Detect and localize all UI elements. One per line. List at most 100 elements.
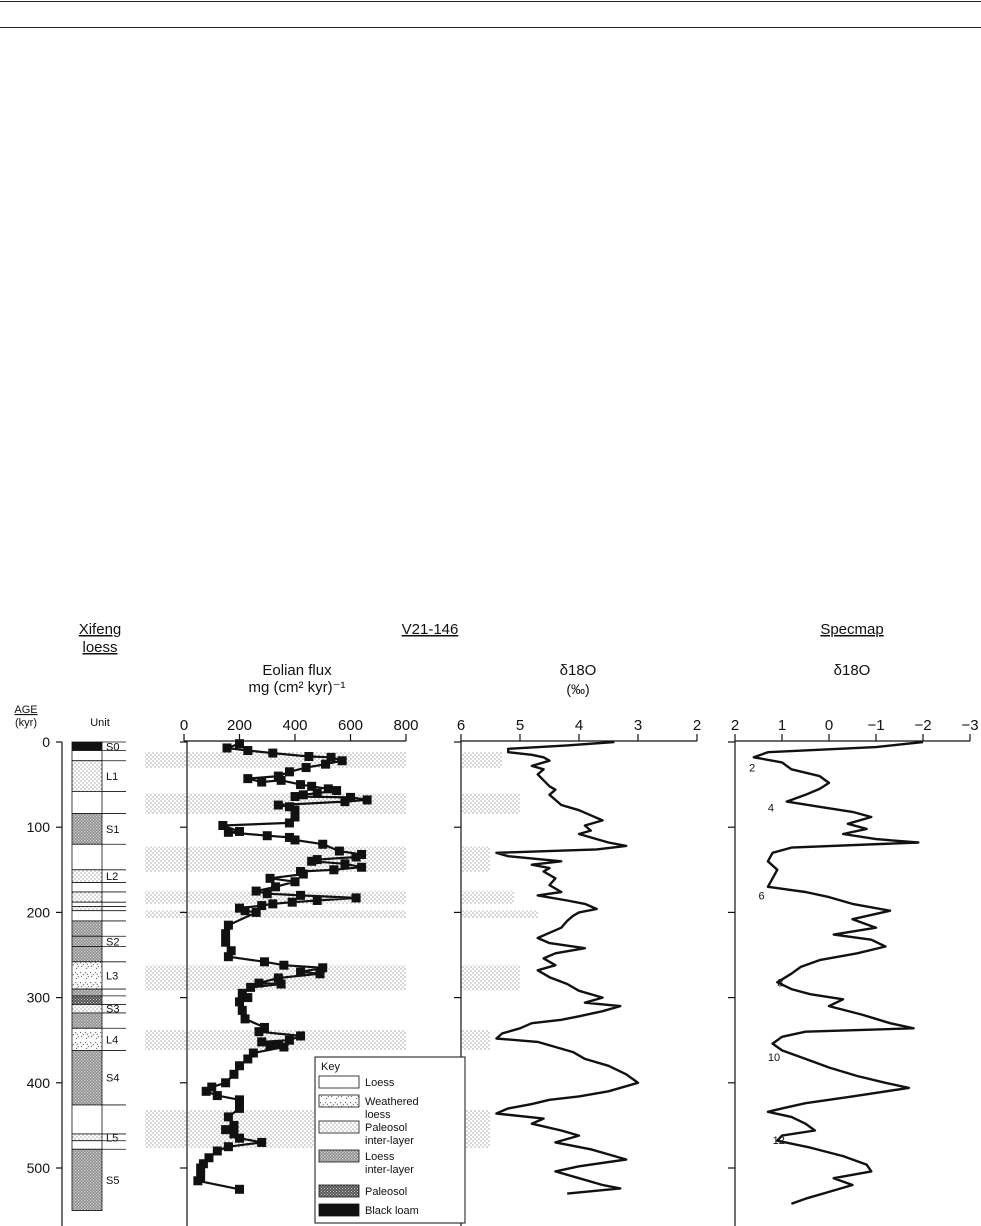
x-tick-label: 5: [516, 717, 524, 734]
data-point: [257, 901, 267, 911]
eolian-flux-panel: 0 200 400 600 800: [180, 717, 419, 1226]
data-point: [196, 1163, 206, 1173]
data-point: [357, 862, 367, 872]
strat-unit-paleo_inter: [71, 869, 103, 883]
data-point: [273, 973, 283, 983]
strat-unit-paleo_inter: [71, 1004, 103, 1014]
strat-unit-loess: [71, 1140, 103, 1150]
data-point: [287, 897, 297, 907]
x-tick-label: 0: [825, 717, 833, 734]
data-point: [318, 963, 328, 973]
legend-label: Black loam: [365, 1205, 419, 1217]
data-point: [235, 903, 244, 913]
legend-label: Paleosol: [365, 1186, 407, 1198]
data-point: [235, 997, 244, 1007]
data-point: [207, 1082, 217, 1092]
data-point: [248, 1048, 258, 1058]
data-point: [276, 775, 286, 785]
data-point: [290, 877, 300, 887]
x-tick-label: 6: [457, 717, 465, 734]
flux-band: [145, 891, 406, 904]
data-point: [284, 818, 294, 828]
legend-key: KeyLoessWeatheredloessPaleosolinter-laye…: [314, 1056, 466, 1224]
age-tick-label: 0: [42, 734, 50, 750]
data-point: [212, 1146, 222, 1156]
data-point: [318, 839, 328, 849]
legend-label: Paleosol: [365, 1122, 407, 1134]
strat-label: L1: [106, 771, 118, 783]
d18o-band: [461, 846, 491, 872]
data-point: [257, 1037, 267, 1047]
v21-title: V21-146: [402, 621, 459, 638]
v21-d18o-title: δ18O: [560, 662, 597, 679]
d18o-band: [461, 1029, 491, 1051]
data-point: [229, 1069, 239, 1079]
strat-unit-paleo_inter: [71, 760, 103, 792]
data-point: [279, 1042, 289, 1052]
data-point: [268, 899, 278, 909]
age-tick-label: 200: [27, 904, 51, 920]
data-point: [273, 1039, 283, 1049]
data-point: [296, 1031, 306, 1041]
data-point: [332, 786, 342, 796]
data-point: [340, 797, 350, 807]
strat-label: S1: [106, 824, 119, 836]
data-point: [284, 767, 294, 777]
strat-unit-loess: [71, 750, 103, 762]
flux-band: [145, 846, 406, 872]
data-point: [284, 802, 294, 812]
data-point: [312, 895, 322, 905]
legend-label: inter-layer: [365, 1164, 414, 1176]
data-point: [204, 1153, 214, 1163]
stage-label: 4: [768, 803, 774, 815]
data-point: [276, 979, 286, 989]
legend-swatch-black: [318, 1203, 360, 1217]
age-tick-label: 300: [27, 990, 51, 1006]
data-point: [307, 781, 317, 791]
data-point: [265, 873, 275, 883]
d18o-band: [461, 752, 503, 768]
data-point: [212, 1091, 222, 1101]
d18o-band: [461, 793, 520, 814]
x-tick-label: −2: [914, 717, 931, 734]
data-point: [193, 1176, 203, 1186]
strat-unit-paleo_inter: [71, 1133, 103, 1142]
data-point: [362, 795, 372, 805]
data-point: [290, 792, 300, 802]
legend-label: inter-layer: [365, 1135, 414, 1147]
strat-unit-paleosol_dense: [71, 995, 103, 1005]
data-point: [251, 886, 261, 896]
strat-unit-loess: [71, 882, 103, 893]
strat-unit-paleosol: [71, 920, 103, 937]
data-point: [273, 800, 283, 810]
data-point: [223, 827, 233, 837]
data-point: [235, 1184, 244, 1194]
data-point: [254, 978, 264, 988]
specmap-d18o-title: δ18O: [834, 662, 871, 679]
specmap-title: Specmap: [820, 621, 883, 638]
x-tick-label: 800: [393, 717, 418, 734]
strat-unit-loess: [71, 791, 103, 814]
data-point: [246, 982, 256, 992]
strat-label: L5: [106, 1132, 118, 1144]
data-point: [218, 820, 228, 830]
age-axis-unit: (kyr): [15, 717, 37, 729]
data-point: [243, 774, 253, 784]
legend-swatch-paleo_inter: [318, 1120, 360, 1134]
strat-unit-paleo_inter: [71, 906, 103, 912]
data-point: [223, 1142, 233, 1152]
data-point: [235, 739, 244, 749]
stage-label: 8: [777, 977, 783, 989]
data-point: [229, 1120, 239, 1130]
x-tick-label: 1: [778, 717, 786, 734]
x-tick-label: 3: [634, 717, 642, 734]
data-point: [268, 748, 278, 758]
legend-swatch-paleosol_dense: [318, 1184, 360, 1198]
x-tick-label: −3: [961, 717, 978, 734]
data-point: [257, 1137, 267, 1147]
legend-label: Weathered: [365, 1096, 419, 1108]
d18o-band: [461, 910, 538, 918]
stage-label: 2: [749, 763, 755, 775]
